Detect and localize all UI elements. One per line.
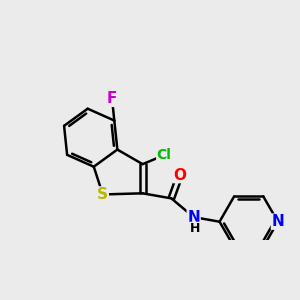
Text: Cl: Cl	[157, 148, 172, 162]
Text: O: O	[173, 168, 186, 183]
Text: H: H	[190, 222, 200, 235]
Text: S: S	[97, 187, 108, 202]
Text: F: F	[107, 91, 117, 106]
Text: N: N	[187, 210, 200, 225]
Text: N: N	[272, 214, 284, 229]
